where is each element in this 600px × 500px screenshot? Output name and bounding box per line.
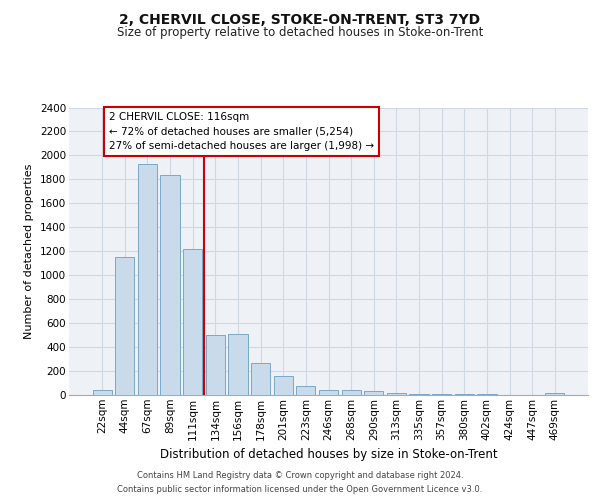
Bar [138,164,157,395]
Bar [92,390,112,395]
Bar [115,257,134,395]
Bar [206,335,225,395]
Bar [432,394,451,395]
X-axis label: Distribution of detached houses by size in Stoke-on-Trent: Distribution of detached houses by size … [160,448,497,461]
Bar [409,394,428,395]
Bar [341,390,361,395]
Text: Size of property relative to detached houses in Stoke-on-Trent: Size of property relative to detached ho… [117,26,483,39]
Bar [251,362,270,395]
Bar [160,174,180,395]
Text: 2 CHERVIL CLOSE: 116sqm
← 72% of detached houses are smaller (5,254)
27% of semi: 2 CHERVIL CLOSE: 116sqm ← 72% of detache… [109,112,374,151]
Bar [229,334,248,395]
Bar [545,392,565,395]
Bar [296,386,316,395]
Bar [364,391,383,395]
Bar [455,394,474,395]
Bar [183,249,202,395]
Bar [387,392,406,395]
Text: 2, CHERVIL CLOSE, STOKE-ON-TRENT, ST3 7YD: 2, CHERVIL CLOSE, STOKE-ON-TRENT, ST3 7Y… [119,12,481,26]
Bar [477,394,497,395]
Y-axis label: Number of detached properties: Number of detached properties [25,164,34,339]
Bar [319,390,338,395]
Bar [274,376,293,395]
Text: Contains HM Land Registry data © Crown copyright and database right 2024.
Contai: Contains HM Land Registry data © Crown c… [118,472,482,494]
